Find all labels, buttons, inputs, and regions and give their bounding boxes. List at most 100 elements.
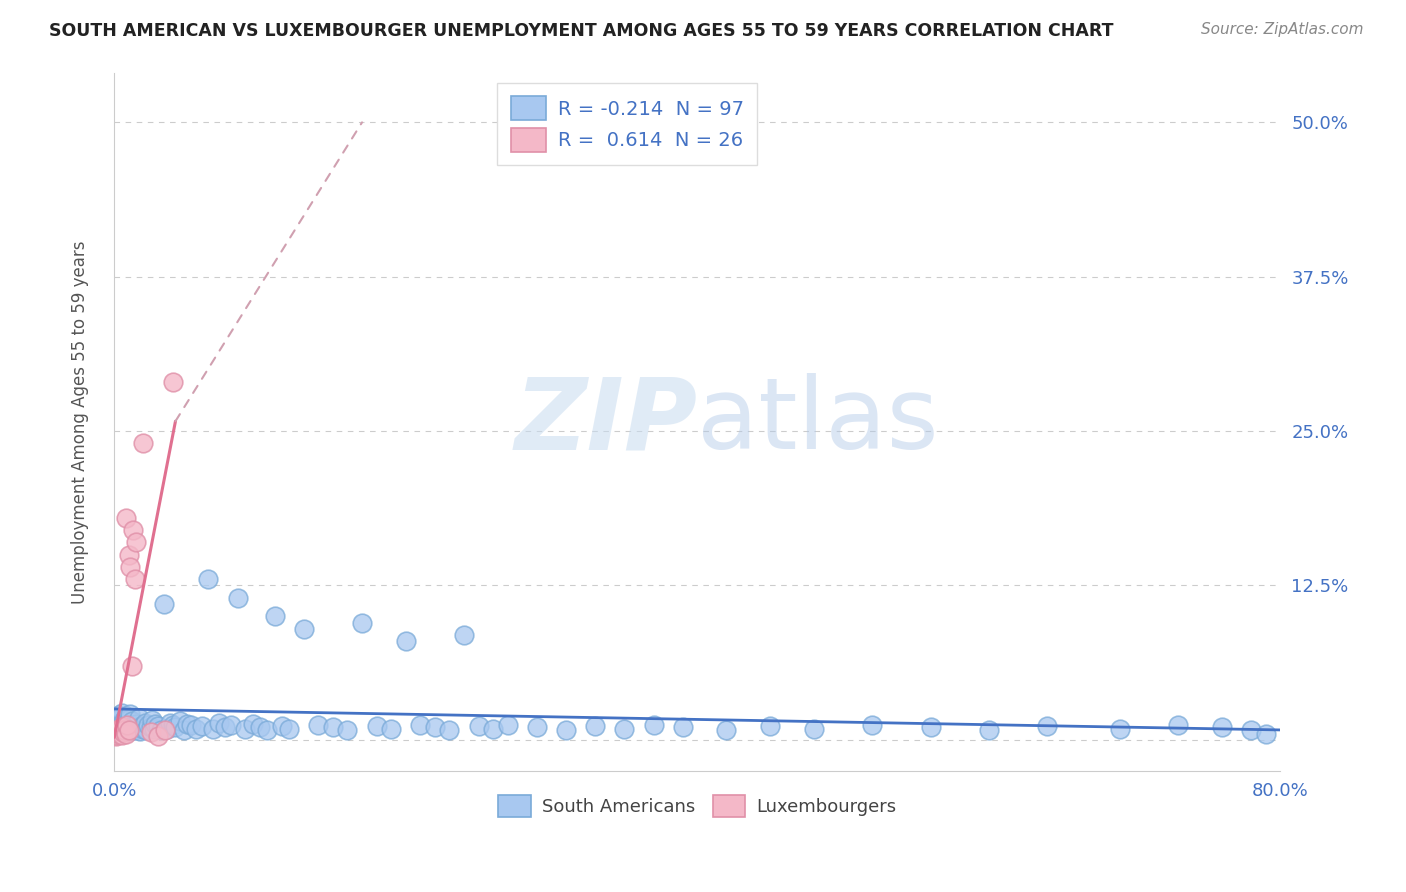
Point xyxy=(114,713,136,727)
Text: Source: ZipAtlas.com: Source: ZipAtlas.com xyxy=(1201,22,1364,37)
Point xyxy=(110,721,132,735)
Point xyxy=(173,723,195,737)
Point xyxy=(122,523,145,537)
Point xyxy=(111,722,134,736)
Point xyxy=(105,728,128,742)
Point xyxy=(467,719,489,733)
Point xyxy=(118,721,141,735)
Point xyxy=(453,628,475,642)
Point xyxy=(202,722,225,736)
Point xyxy=(146,719,169,733)
Point xyxy=(108,718,131,732)
Point xyxy=(920,721,942,735)
Point xyxy=(219,718,242,732)
Point xyxy=(141,713,163,727)
Point xyxy=(1036,719,1059,733)
Point xyxy=(118,548,141,562)
Point xyxy=(115,719,138,733)
Point xyxy=(176,716,198,731)
Text: SOUTH AMERICAN VS LUXEMBOURGER UNEMPLOYMENT AMONG AGES 55 TO 59 YEARS CORRELATIO: SOUTH AMERICAN VS LUXEMBOURGER UNEMPLOYM… xyxy=(49,22,1114,40)
Point xyxy=(121,658,143,673)
Point xyxy=(108,724,131,739)
Point xyxy=(120,724,142,739)
Text: atlas: atlas xyxy=(697,374,939,470)
Point xyxy=(127,721,149,735)
Point xyxy=(105,723,128,737)
Legend: South Americans, Luxembourgers: South Americans, Luxembourgers xyxy=(491,788,904,824)
Point xyxy=(242,716,264,731)
Point xyxy=(104,729,127,743)
Point xyxy=(146,729,169,743)
Point xyxy=(115,510,138,524)
Point xyxy=(184,722,207,736)
Point xyxy=(214,721,236,735)
Point xyxy=(803,722,825,736)
Point xyxy=(107,723,129,737)
Point xyxy=(136,718,159,732)
Point xyxy=(156,722,179,736)
Point xyxy=(111,715,134,730)
Point xyxy=(583,719,606,733)
Point xyxy=(672,721,695,735)
Point xyxy=(208,715,231,730)
Text: ZIP: ZIP xyxy=(515,374,697,470)
Point xyxy=(107,726,129,740)
Point xyxy=(115,726,138,740)
Point xyxy=(115,709,138,723)
Point xyxy=(114,723,136,737)
Point xyxy=(165,721,187,735)
Point xyxy=(278,722,301,736)
Point xyxy=(107,708,129,723)
Point xyxy=(1240,723,1263,737)
Point xyxy=(114,724,136,739)
Point xyxy=(107,722,129,736)
Point xyxy=(110,706,132,720)
Point xyxy=(149,723,172,737)
Point xyxy=(159,715,181,730)
Point xyxy=(117,716,139,731)
Point xyxy=(105,721,128,735)
Point xyxy=(197,572,219,586)
Point xyxy=(134,715,156,730)
Point xyxy=(105,714,128,729)
Point xyxy=(263,609,285,624)
Point xyxy=(118,723,141,737)
Point xyxy=(120,706,142,721)
Point xyxy=(977,723,1000,737)
Point xyxy=(1254,726,1277,740)
Point xyxy=(120,560,142,574)
Point xyxy=(1109,722,1132,736)
Point xyxy=(292,622,315,636)
Point xyxy=(121,714,143,729)
Point xyxy=(139,725,162,739)
Point xyxy=(124,723,146,737)
Point xyxy=(131,719,153,733)
Point xyxy=(124,572,146,586)
Point xyxy=(180,718,202,732)
Point xyxy=(380,722,402,736)
Point xyxy=(125,535,148,549)
Y-axis label: Unemployment Among Ages 55 to 59 years: Unemployment Among Ages 55 to 59 years xyxy=(72,240,89,604)
Point xyxy=(135,723,157,737)
Point xyxy=(307,718,329,732)
Point xyxy=(336,723,359,737)
Point xyxy=(152,597,174,611)
Point xyxy=(643,718,665,732)
Point xyxy=(1211,721,1233,735)
Point xyxy=(142,722,165,736)
Point xyxy=(139,721,162,735)
Point xyxy=(155,723,177,737)
Point xyxy=(270,719,292,733)
Point xyxy=(104,726,127,740)
Point xyxy=(395,634,418,648)
Point xyxy=(117,723,139,737)
Point xyxy=(110,725,132,739)
Point xyxy=(613,722,636,736)
Point xyxy=(104,725,127,739)
Point xyxy=(132,436,155,450)
Point xyxy=(226,591,249,605)
Point xyxy=(409,718,432,732)
Point xyxy=(129,724,152,739)
Point xyxy=(249,721,271,735)
Point xyxy=(111,725,134,739)
